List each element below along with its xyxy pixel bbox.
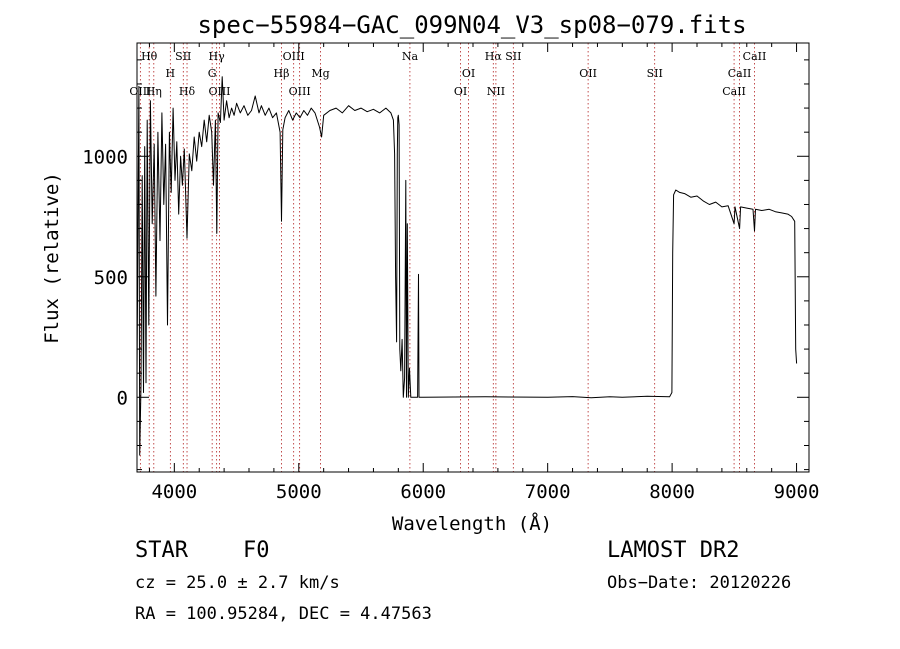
line-label: Hδ — [179, 85, 196, 98]
line-label: OI — [462, 67, 475, 80]
line-label: CaII — [728, 67, 752, 80]
line-label: SII — [175, 50, 191, 63]
line-label: Na — [402, 50, 419, 63]
line-label: Hα — [485, 50, 503, 63]
x-tick-label: 5000 — [276, 481, 322, 503]
object-subclass: F0 — [243, 538, 270, 563]
line-label: OIII — [208, 85, 230, 98]
spectrum-line — [136, 76, 798, 456]
coordinates: RA = 100.95284, DEC = 4.47563 — [135, 604, 432, 624]
line-label: OIII — [129, 85, 151, 98]
y-tick-label: 500 — [94, 267, 128, 289]
line-label: H — [166, 67, 176, 80]
redshift-value: cz = 25.0 ± 2.7 km/s — [135, 573, 340, 593]
plot-frame — [136, 42, 810, 473]
spectral-line-markers: HθOIIIHηHSIIHδHγGOIIIOIIIHβOIIIMgNaOIOIH… — [129, 43, 766, 472]
line-label: Hβ — [274, 67, 290, 80]
line-label: Mg — [311, 67, 329, 80]
line-label: OII — [579, 67, 597, 80]
object-class: STAR — [135, 538, 188, 563]
line-label: Hγ — [209, 50, 226, 63]
line-label: SII — [647, 67, 663, 80]
line-label: Hθ — [141, 50, 158, 63]
axis-tick-labels: 4000 5000 6000 7000 8000 9000 0 500 1000 — [82, 146, 819, 503]
line-label: CaII — [743, 50, 767, 63]
survey-name: LAMOST DR2 — [607, 538, 740, 563]
y-tick-label: 0 — [117, 387, 128, 409]
x-tick-label: 6000 — [400, 481, 446, 503]
y-tick-label: 1000 — [82, 146, 128, 168]
line-label: Hη — [146, 85, 162, 98]
line-label: NII — [487, 85, 505, 98]
y-axis-label: Flux (relative) — [41, 172, 63, 344]
x-tick-label: 8000 — [649, 481, 695, 503]
line-label: G — [208, 67, 217, 80]
chart-title: spec−55984−GAC_099N04_V3_sp08−079.fits — [197, 11, 746, 39]
line-label: OIII — [289, 85, 311, 98]
line-label: CaII — [722, 85, 746, 98]
x-tick-label: 4000 — [151, 481, 197, 503]
line-label: SII — [505, 50, 521, 63]
line-label: OIII — [283, 50, 305, 63]
x-tick-label: 9000 — [774, 481, 820, 503]
x-axis-label: Wavelength (Å) — [392, 512, 552, 535]
line-label: OI — [454, 85, 467, 98]
series-layer — [136, 76, 798, 456]
x-tick-label: 7000 — [525, 481, 571, 503]
observation-date: Obs−Date: 20120226 — [607, 573, 792, 593]
